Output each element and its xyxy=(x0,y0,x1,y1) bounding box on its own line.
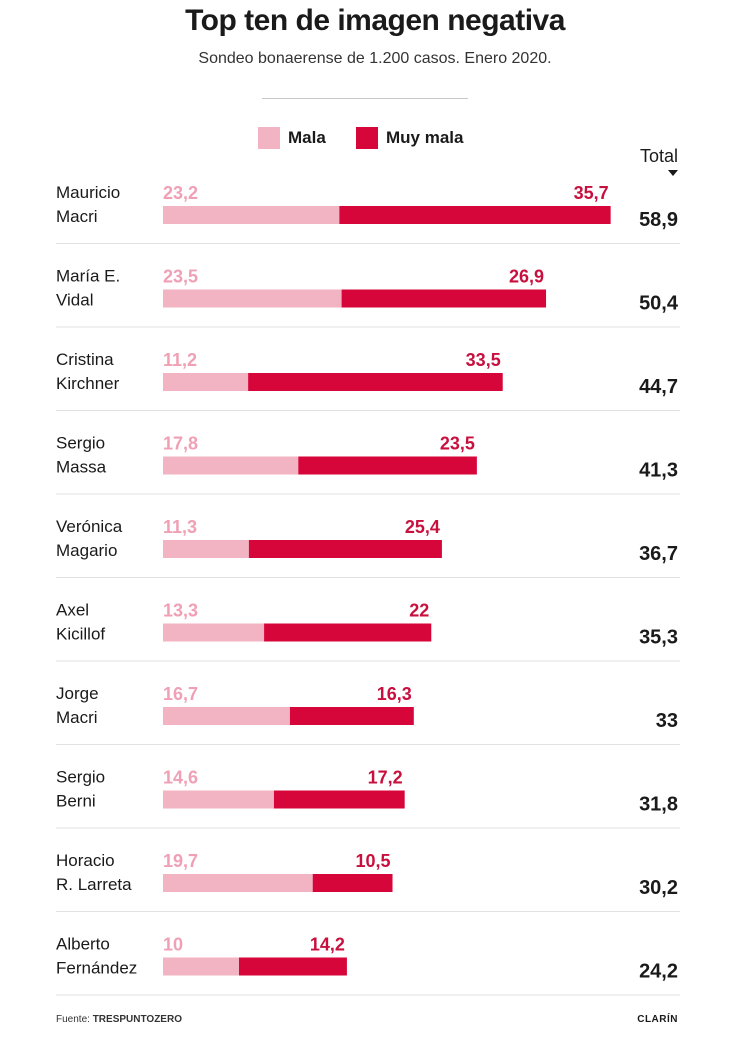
category-label-line2: Fernández xyxy=(56,959,137,978)
value-label-muy-mala: 26,9 xyxy=(509,267,544,287)
category-label-line1: Horacio xyxy=(56,851,115,870)
value-label-mala: 23,5 xyxy=(163,267,198,287)
value-label-mala: 13,3 xyxy=(163,601,198,621)
category-label-line1: Verónica xyxy=(56,517,123,536)
legend-label-mala: Mala xyxy=(288,128,326,147)
chart-subtitle: Sondeo bonaerense de 1.200 casos. Enero … xyxy=(198,50,552,67)
bar-muy-mala xyxy=(312,874,393,892)
total-value: 31,8 xyxy=(639,794,678,816)
bar-muy-mala xyxy=(339,206,611,224)
source-name: TRESPUNTOZERO xyxy=(92,1014,182,1025)
legend-swatch-muy-mala xyxy=(356,127,378,149)
value-label-mala: 14,6 xyxy=(163,768,198,788)
total-value: 44,7 xyxy=(639,376,678,398)
category-label-line2: Kirchner xyxy=(56,374,120,393)
total-value: 30,2 xyxy=(639,877,678,899)
bar-muy-mala xyxy=(264,623,432,642)
legend-label-muy-mala: Muy mala xyxy=(386,128,464,147)
value-label-muy-mala: 23,5 xyxy=(440,434,475,454)
value-label-mala: 16,7 xyxy=(163,684,198,704)
category-label-line1: Alberto xyxy=(56,935,110,954)
bar-mala xyxy=(163,707,290,725)
bar-muy-mala xyxy=(239,957,347,976)
bar-muy-mala xyxy=(341,289,547,308)
source-prefix: Fuente: xyxy=(56,1014,90,1025)
value-label-muy-mala: 35,7 xyxy=(574,183,609,203)
category-label-line2: R. Larreta xyxy=(56,875,132,894)
total-value: 35,3 xyxy=(639,627,678,649)
category-label-line2: Massa xyxy=(56,458,107,477)
bar-mala xyxy=(163,540,249,558)
value-label-muy-mala: 17,2 xyxy=(368,768,403,788)
category-label-line1: María E. xyxy=(56,267,120,286)
total-value: 41,3 xyxy=(639,460,678,482)
value-label-mala: 23,2 xyxy=(163,183,198,203)
title-divider xyxy=(262,98,468,99)
bar-mala xyxy=(163,289,342,308)
value-label-mala: 11,3 xyxy=(163,517,197,537)
total-column-header: Total xyxy=(639,146,678,166)
bar-muy-mala xyxy=(289,707,414,725)
total-value: 33 xyxy=(656,710,678,732)
category-label-line1: Axel xyxy=(56,601,89,620)
total-value: 24,2 xyxy=(639,961,678,983)
category-label-line2: Macri xyxy=(56,708,98,727)
category-label-line1: Sergio xyxy=(56,768,105,787)
category-label-line2: Macri xyxy=(56,207,98,226)
category-label-line2: Kicillof xyxy=(56,625,105,644)
bar-muy-mala xyxy=(273,790,405,809)
brand-logo: CLARÍN xyxy=(637,1014,678,1025)
value-label-muy-mala: 22 xyxy=(409,601,429,621)
value-label-mala: 10 xyxy=(163,935,183,955)
sort-arrow-icon xyxy=(668,170,678,176)
legend-item-muy-mala: Muy mala xyxy=(356,126,463,150)
bar-muy-mala xyxy=(248,540,442,558)
bar-mala xyxy=(163,456,299,475)
category-label-line2: Magario xyxy=(56,541,117,560)
bar-mala xyxy=(163,957,239,976)
value-label-mala: 19,7 xyxy=(163,851,198,871)
value-label-muy-mala: 25,4 xyxy=(405,517,440,537)
category-label-line1: Mauricio xyxy=(56,183,120,202)
bar-muy-mala xyxy=(248,373,503,391)
bar-mala xyxy=(163,206,340,224)
bar-mala xyxy=(163,874,313,892)
category-label-line1: Sergio xyxy=(56,434,105,453)
value-label-mala: 17,8 xyxy=(163,434,198,454)
source-note: Fuente: TRESPUNTOZERO xyxy=(56,1014,182,1025)
total-value: 50,4 xyxy=(639,293,679,315)
category-label-line2: Berni xyxy=(56,792,96,811)
category-label-line1: Jorge xyxy=(56,684,99,703)
value-label-muy-mala: 10,5 xyxy=(355,851,390,871)
chart-title: Top ten de imagen negativa xyxy=(185,4,565,37)
value-label-muy-mala: 16,3 xyxy=(377,684,412,704)
value-label-mala: 11,2 xyxy=(163,350,197,370)
value-label-muy-mala: 14,2 xyxy=(310,935,345,955)
value-label-muy-mala: 33,5 xyxy=(466,350,501,370)
category-label-line2: Vidal xyxy=(56,291,94,310)
bar-mala xyxy=(163,790,274,809)
legend-swatch-mala xyxy=(258,127,280,149)
legend-item-mala: Mala xyxy=(258,126,326,150)
category-label-line1: Cristina xyxy=(56,350,114,369)
bar-mala xyxy=(163,373,249,391)
total-value: 36,7 xyxy=(639,543,678,565)
total-value: 58,9 xyxy=(639,209,678,231)
bar-muy-mala xyxy=(298,456,477,475)
bar-mala xyxy=(163,623,265,642)
